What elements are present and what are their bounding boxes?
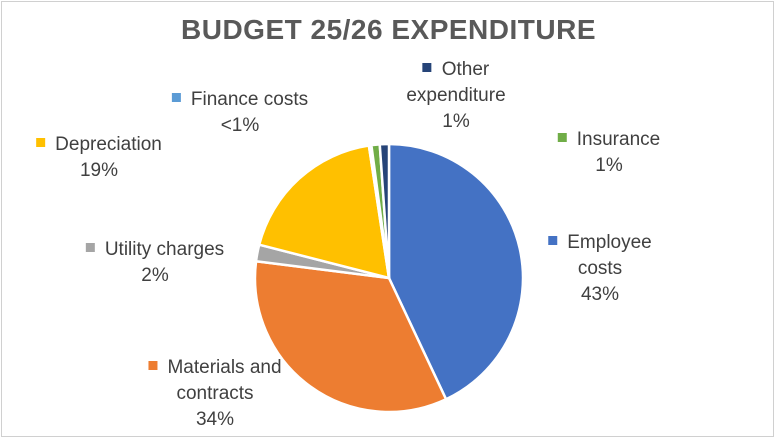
data-label-text: expenditure	[406, 85, 506, 106]
data-label-percent: 1%	[442, 111, 470, 132]
data-label-4: Finance costs <1%	[171, 87, 309, 139]
data-label-name: Materials and	[148, 355, 282, 381]
data-label-text: Insurance	[576, 129, 661, 150]
data-label-percent: 1%	[595, 155, 623, 176]
data-label-text: Depreciation	[55, 134, 162, 155]
data-label-5: Insurance 1%	[557, 127, 661, 179]
data-label-0: Employee costs 43%	[548, 230, 652, 308]
legend-swatch	[36, 138, 46, 147]
data-label-1: Materials and contracts 34%	[148, 355, 282, 433]
data-label-name: Depreciation	[36, 132, 162, 158]
legend-swatch	[85, 243, 95, 252]
data-label-name: Other	[406, 57, 505, 83]
pie-slice-0	[387, 142, 525, 401]
pie-slice-3	[257, 144, 391, 280]
legend-swatch	[148, 361, 158, 370]
data-label-6: Other expenditure 1%	[406, 57, 505, 135]
legend-swatch	[422, 63, 432, 72]
data-label-name: Employee	[548, 230, 652, 256]
data-label-2: Utility charges 2%	[85, 237, 225, 289]
data-label-percent: <1%	[220, 115, 260, 136]
data-label-text: Employee	[567, 232, 652, 253]
data-label-name: Finance costs	[171, 87, 309, 113]
legend-swatch	[557, 133, 567, 142]
data-label-text: Other	[441, 59, 490, 80]
legend-swatch	[548, 236, 558, 245]
data-label-percent: 43%	[580, 284, 620, 305]
data-label-text: costs	[577, 258, 623, 279]
data-label-text: contracts	[176, 383, 254, 404]
pie-slice-1	[253, 259, 448, 414]
data-label-name: Utility charges	[85, 237, 225, 263]
data-label-text: Materials and	[167, 357, 282, 378]
chart-title: BUDGET 25/26 EXPENDITURE	[181, 14, 596, 45]
data-label-percent: 2%	[141, 265, 169, 286]
legend-swatch	[171, 93, 181, 102]
data-label-name: Insurance	[557, 127, 661, 153]
data-label-percent: 34%	[195, 409, 235, 430]
data-label-text: Finance costs	[190, 89, 309, 110]
data-label-percent: 19%	[79, 160, 119, 181]
data-label-text: Utility charges	[104, 239, 225, 260]
pie-slice-6	[378, 142, 391, 280]
data-label-3: Depreciation 19%	[36, 132, 162, 184]
